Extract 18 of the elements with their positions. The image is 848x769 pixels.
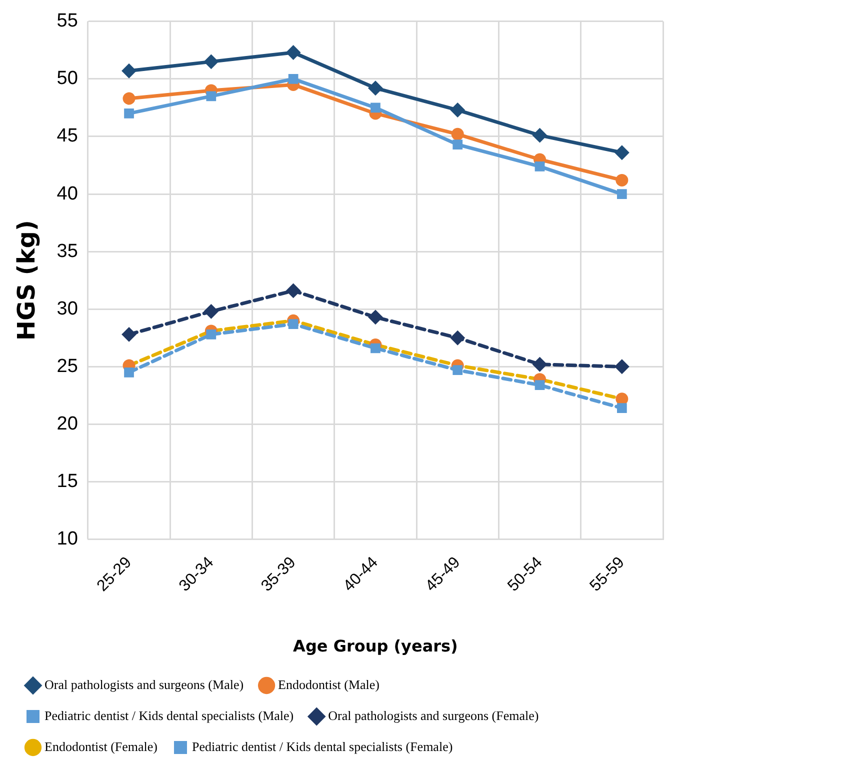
legend-label: Endodontist (Male) — [278, 676, 380, 692]
legend-label: Pediatric dentist / Kids dental specialists (Female) — [192, 738, 453, 754]
y-tick-label: 50 — [56, 68, 78, 90]
y-tick-label: 35 — [56, 240, 78, 262]
y-tick-label: 15 — [56, 470, 78, 492]
y-tick-label: 25 — [56, 356, 78, 377]
y-tick-label: 40 — [56, 183, 78, 204]
y-tick-label: 30 — [56, 298, 78, 320]
legend-label: Pediatric dentist / Kids dental specialists (Male) — [44, 708, 294, 723]
legend-label: Oral pathologists and surgeons (Female) — [328, 708, 539, 723]
legend-label: Oral pathologists and surgeons (Male) — [44, 676, 244, 692]
y-tick-label: 10 — [56, 528, 78, 550]
x-axis-title: Age Group (years) — [293, 636, 458, 656]
y-axis-title: HGS (kg) — [12, 220, 41, 341]
y-tick-label: 20 — [56, 413, 78, 434]
y-tick-label: 55 — [56, 10, 78, 32]
legend-label: Endodontist (Female) — [44, 738, 158, 754]
y-tick-label: 45 — [56, 126, 78, 147]
